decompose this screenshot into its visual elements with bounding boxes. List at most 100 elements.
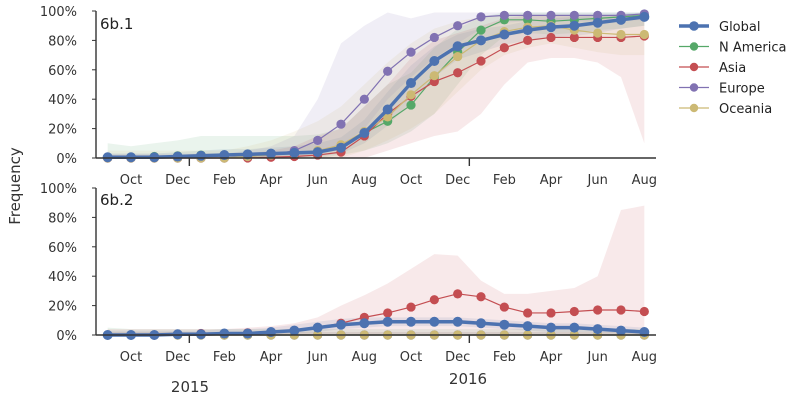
x-tick-label: Feb (493, 173, 516, 188)
point-oceania (383, 112, 393, 122)
y-tick-label: 80% (48, 34, 77, 49)
point-global (476, 318, 486, 329)
point-global (546, 22, 556, 33)
legend-label: Asia (719, 61, 746, 76)
band-asia (107, 13, 645, 158)
series-global (102, 316, 650, 340)
x-tick-label: Aug (632, 173, 657, 188)
point-global (266, 148, 276, 159)
point-global (499, 319, 510, 330)
point-asia (476, 56, 486, 66)
point-global (476, 35, 486, 46)
point-global (452, 41, 463, 52)
point-global (639, 11, 650, 22)
x-tick-label: Oct (400, 173, 422, 188)
point-global (429, 55, 440, 66)
x-tick-label: Jun (587, 173, 608, 188)
point-global (522, 321, 533, 332)
y-tick-label: 100% (40, 5, 77, 20)
x-tick-label: Dec (445, 173, 470, 188)
legend-item-n-america: N America (679, 41, 786, 56)
point-europe (453, 21, 463, 31)
point-oceania (453, 51, 463, 62)
point-global (289, 147, 300, 158)
point-global (336, 319, 346, 330)
point-europe (429, 32, 439, 43)
legend-label: Global (719, 20, 760, 35)
legend: Global N America Asia Europe Oceania (679, 20, 786, 117)
point-asia (569, 306, 579, 317)
point-global (242, 149, 253, 160)
point-global (592, 324, 603, 335)
point-asia (406, 302, 416, 312)
legend-item-europe: Europe (679, 82, 765, 97)
point-europe (313, 135, 323, 145)
point-global (196, 329, 206, 340)
y-axis-label: Frequency (6, 147, 24, 225)
point-oceania (616, 29, 626, 40)
point-europe (593, 10, 603, 21)
legend-label: Europe (719, 82, 765, 97)
y-tick-label: 60% (48, 241, 77, 256)
point-europe (569, 10, 579, 21)
point-global (429, 316, 440, 327)
point-europe (523, 10, 533, 21)
x-tick-label: Oct (400, 350, 422, 365)
x-tick-label: Feb (213, 173, 236, 188)
legend-marker (689, 42, 699, 51)
x-tick-label: Oct (120, 173, 142, 188)
x-tick-label: Jun (307, 350, 328, 365)
point-global (569, 322, 580, 333)
point-oceania (593, 28, 603, 38)
band-n-america (107, 12, 645, 158)
y-tick-label: 100% (40, 182, 77, 197)
point-global (616, 325, 626, 336)
legend-label: Oceania (719, 102, 772, 117)
x-tick-label: Dec (445, 350, 470, 365)
point-oceania (406, 90, 416, 100)
x-tick-label: Feb (493, 350, 516, 365)
point-oceania (429, 71, 439, 81)
x-tick-label: Aug (352, 350, 377, 365)
point-global (312, 147, 323, 158)
band-oceania (107, 15, 645, 158)
panel-6b1: 0% 20% 40% 60% 80% 100% Oct Dec Feb Apr Jun Aug Oct D… (40, 5, 657, 188)
point-global (382, 316, 393, 327)
point-asia (523, 35, 533, 46)
point-global (149, 152, 160, 163)
point-n-america (406, 100, 416, 110)
point-asia (523, 308, 533, 318)
point-global (289, 325, 300, 336)
point-europe (499, 10, 509, 21)
year-label-2016: 2016 (449, 370, 487, 388)
x-tick-label: Apr (260, 173, 283, 188)
band-global (107, 12, 645, 158)
point-global (126, 152, 136, 163)
x-tick-label: Aug (632, 350, 657, 365)
point-global (406, 78, 416, 89)
point-global (616, 14, 626, 25)
band-asia (107, 205, 645, 335)
point-global (359, 318, 370, 329)
legend-marker (689, 103, 699, 113)
panel-label: 6b.1 (100, 15, 133, 33)
x-tick-label: Jun (307, 173, 328, 188)
point-asia (453, 68, 463, 78)
point-asia (569, 32, 579, 43)
point-europe (383, 66, 393, 76)
x-tick-label: Aug (352, 173, 377, 188)
panel-label: 6b.2 (100, 191, 133, 209)
point-global (172, 151, 183, 162)
x-tick-label: Dec (165, 173, 190, 188)
point-global (336, 142, 346, 153)
point-global (219, 328, 230, 339)
point-global (522, 25, 533, 36)
legend-item-asia: Asia (679, 61, 746, 76)
point-asia (593, 305, 603, 315)
point-global (382, 104, 393, 115)
point-oceania (639, 29, 649, 40)
point-asia (639, 306, 649, 317)
y-tick-label: 80% (48, 211, 77, 226)
point-asia (476, 292, 486, 302)
y-tick-label: 20% (48, 300, 77, 315)
